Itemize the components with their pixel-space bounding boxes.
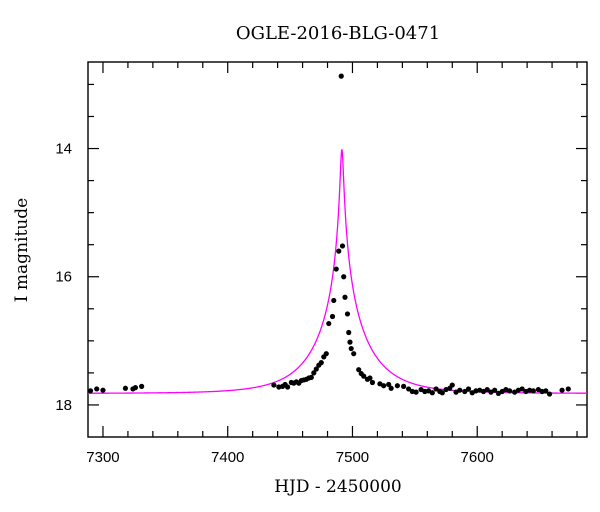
data-point [323,351,329,357]
x-tick-label: 7600 [461,449,494,466]
data-point [346,329,352,336]
data-point [484,386,490,393]
plot-frame [87,61,588,438]
data-point [329,313,336,320]
data-point [311,370,317,376]
data-point [381,383,387,389]
data-point [271,382,277,388]
x-tick-label: 7500 [336,449,369,466]
x-axis-label: HJD - 2450000 [274,477,402,497]
data-point [388,385,394,391]
x-tick-label: 7400 [211,449,244,466]
data-point [344,311,351,317]
data-point [285,384,291,390]
data-point [318,360,324,366]
data-point [449,382,455,388]
data-point [433,386,439,392]
data-point [530,388,536,394]
data-point [341,274,347,280]
chart-title: OGLE-2016-BLG-0471 [236,23,440,44]
data-point [394,383,400,389]
data-point [333,266,339,272]
tick-labels: 7300 7400 7500 7600 14 16 18 [55,141,494,466]
data-point [122,385,129,391]
data-point [406,386,412,392]
axis-ticks [88,62,587,437]
x-tick-label: 7300 [86,449,119,466]
data-point [401,383,407,389]
data-point [462,388,468,395]
data-point [94,386,100,392]
data-point [100,387,106,393]
data-point [336,248,342,254]
data-point [342,294,348,300]
data-point [338,73,344,79]
y-tick-label: 14 [55,141,72,158]
data-point [339,243,346,249]
y-axis-label: I magnitude [12,198,32,302]
data-point [386,381,392,388]
data-point [492,387,498,393]
data-point [351,351,357,357]
data-points-layer [87,73,571,397]
data-point [132,385,139,391]
data-point [347,339,353,345]
data-point [465,386,472,392]
data-point [308,374,314,380]
data-point [361,373,367,379]
data-point [543,388,549,394]
data-point [507,388,513,394]
data-point [559,387,565,393]
data-point [457,387,463,393]
data-point [326,320,332,327]
data-point [413,389,419,395]
data-point [87,388,94,394]
data-point [356,367,362,373]
y-tick-label: 18 [55,397,72,414]
data-point [313,366,319,372]
data-point [369,379,376,386]
data-point [439,390,445,396]
data-point [331,297,337,304]
data-point [565,386,571,392]
data-point [367,375,373,381]
y-tick-label: 16 [55,269,72,286]
data-point [348,345,354,352]
data-point [139,383,145,389]
data-point [546,391,553,397]
data-point [519,386,525,392]
data-point [429,390,435,396]
